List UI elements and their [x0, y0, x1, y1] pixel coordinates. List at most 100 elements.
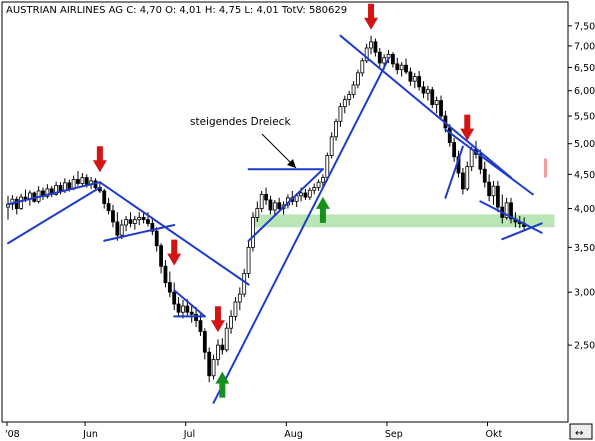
- x-tick-label: Sep: [385, 429, 403, 440]
- sell-arrow-icon: [210, 306, 225, 333]
- trendline: [98, 181, 250, 286]
- candle-body: [272, 202, 277, 211]
- candle: [377, 47, 382, 68]
- candle: [198, 314, 203, 336]
- candle-body: [255, 208, 260, 218]
- candle: [491, 180, 496, 205]
- candle: [102, 188, 107, 209]
- y-tick-label: 3,50: [574, 243, 595, 254]
- candle: [321, 174, 325, 188]
- candle-body: [84, 177, 89, 185]
- candle-body: [373, 41, 378, 53]
- annotation-pointer-head: [287, 159, 296, 168]
- candle: [439, 95, 443, 121]
- candle-body: [268, 199, 273, 211]
- candle: [426, 85, 430, 101]
- candle: [338, 103, 343, 127]
- y-tick-label: 4,00: [574, 204, 595, 215]
- candle: [399, 62, 404, 77]
- candle-body: [207, 351, 212, 377]
- candle-body: [54, 185, 59, 195]
- candle-body: [412, 76, 417, 82]
- y-tick-label: 7,50: [574, 21, 595, 32]
- candle-body: [58, 185, 63, 192]
- candle: [176, 297, 181, 318]
- candle: [404, 58, 408, 75]
- trendline: [501, 222, 543, 241]
- candle: [259, 190, 264, 213]
- y-tick-label: 6,50: [574, 63, 595, 74]
- candle: [224, 322, 229, 353]
- candle-body: [211, 359, 216, 377]
- candle: [167, 271, 172, 298]
- candle: [115, 212, 120, 241]
- candle-body: [251, 216, 255, 248]
- scroll-box[interactable]: [569, 423, 593, 440]
- candle: [216, 339, 220, 366]
- candle: [342, 95, 347, 114]
- candle: [202, 328, 207, 360]
- price-marker: [544, 158, 547, 178]
- candle: [369, 35, 373, 55]
- candle-body: [67, 182, 72, 190]
- candle: [465, 161, 470, 191]
- candle-body: [198, 320, 203, 332]
- candle-body: [242, 272, 247, 295]
- candle-body: [229, 315, 233, 329]
- candle: [391, 52, 395, 68]
- candle-body: [102, 190, 107, 204]
- candle-body: [202, 331, 207, 353]
- trendline: [7, 186, 101, 245]
- candle-body: [159, 245, 163, 267]
- candle: [264, 187, 268, 205]
- candle: [329, 132, 334, 159]
- candle-body: [132, 219, 137, 224]
- candle-body: [233, 301, 238, 317]
- candle: [351, 81, 356, 99]
- buy-arrow-icon: [215, 371, 230, 398]
- candle-body: [189, 311, 194, 315]
- y-tick-label: 2,50: [574, 341, 595, 352]
- candle: [495, 180, 500, 213]
- trendline: [247, 168, 324, 242]
- candle: [172, 282, 177, 311]
- candle: [229, 310, 233, 334]
- candle: [211, 354, 216, 380]
- candle: [417, 71, 422, 91]
- scroll-arrow-icon: ↔: [575, 428, 583, 439]
- candle: [487, 174, 492, 202]
- candle: [412, 72, 417, 89]
- candle-body: [128, 219, 133, 224]
- trendlines-layer: [7, 34, 543, 404]
- candle-body: [172, 291, 177, 305]
- candle: [277, 197, 282, 213]
- candle: [364, 43, 369, 64]
- candle-body: [334, 120, 338, 138]
- candle: [303, 188, 308, 200]
- trendline: [444, 128, 534, 196]
- candle-body: [469, 149, 474, 168]
- x-tick-label: '08: [5, 429, 20, 440]
- candle-body: [399, 64, 404, 71]
- candle-body: [119, 224, 124, 236]
- candle-body: [259, 193, 264, 209]
- candle: [45, 184, 50, 199]
- candle-body: [360, 60, 365, 74]
- candle-body: [391, 53, 395, 65]
- candles-layer: [6, 35, 527, 383]
- candle-body: [246, 246, 251, 274]
- candle: [316, 179, 321, 191]
- scroll-control[interactable]: ↔: [569, 423, 593, 440]
- annotation-label: steigendes Dreieck: [190, 116, 291, 128]
- candle: [482, 161, 487, 188]
- candle-body: [19, 196, 24, 209]
- candle: [312, 183, 317, 195]
- candle-body: [460, 172, 465, 190]
- candle-body: [224, 327, 229, 351]
- x-tick-label: Jul: [183, 429, 195, 440]
- trendline: [103, 223, 176, 242]
- candle-body: [163, 265, 168, 284]
- candle-body: [181, 305, 185, 313]
- candle: [207, 347, 212, 383]
- candle-body: [303, 192, 308, 198]
